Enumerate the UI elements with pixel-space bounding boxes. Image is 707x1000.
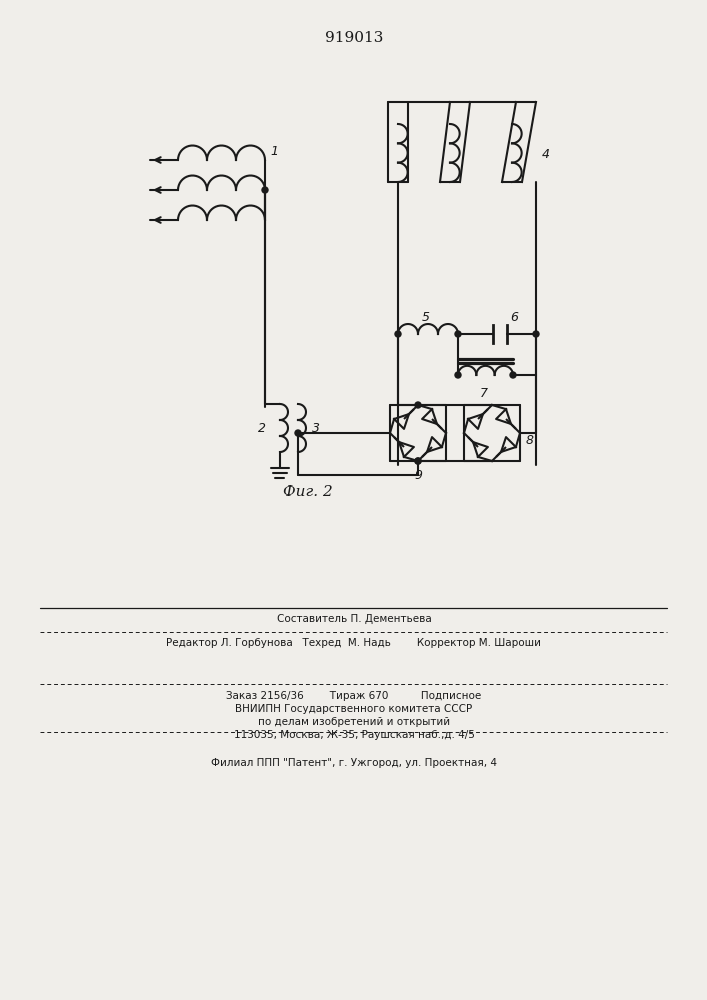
Circle shape bbox=[455, 331, 461, 337]
Text: Редактор Л. Горбунова   Техред  М. Надь        Корректор М. Шароши: Редактор Л. Горбунова Техред М. Надь Кор… bbox=[167, 638, 542, 648]
Text: 8: 8 bbox=[526, 434, 534, 448]
Text: 919013: 919013 bbox=[325, 31, 383, 45]
Text: Фиг. 2: Фиг. 2 bbox=[283, 485, 333, 499]
Circle shape bbox=[262, 187, 268, 193]
Circle shape bbox=[455, 372, 461, 378]
Text: 9: 9 bbox=[414, 469, 422, 482]
Text: по делам изобретений и открытий: по делам изобретений и открытий bbox=[258, 717, 450, 727]
Text: 4: 4 bbox=[542, 147, 550, 160]
Circle shape bbox=[510, 372, 516, 378]
Text: 3: 3 bbox=[312, 422, 320, 434]
Text: 5: 5 bbox=[422, 311, 430, 324]
Circle shape bbox=[415, 402, 421, 408]
Text: 113035, Москва, Ж-35, Раушская наб.,д. 4/5: 113035, Москва, Ж-35, Раушская наб.,д. 4… bbox=[233, 730, 474, 740]
Circle shape bbox=[415, 458, 421, 464]
Text: 1: 1 bbox=[270, 145, 278, 158]
Circle shape bbox=[415, 458, 421, 464]
Text: Составитель П. Дементьева: Составитель П. Дементьева bbox=[276, 614, 431, 624]
Circle shape bbox=[533, 331, 539, 337]
Text: Заказ 2156/36        Тираж 670          Подписное: Заказ 2156/36 Тираж 670 Подписное bbox=[226, 691, 481, 701]
Text: 6: 6 bbox=[510, 311, 518, 324]
Text: 7: 7 bbox=[480, 387, 488, 400]
Circle shape bbox=[295, 430, 301, 436]
Text: ВНИИПН Государственного комитета СССР: ВНИИПН Государственного комитета СССР bbox=[235, 704, 472, 714]
Circle shape bbox=[395, 331, 401, 337]
Text: 2: 2 bbox=[258, 422, 266, 434]
Text: Филиал ППП "Патент", г. Ужгород, ул. Проектная, 4: Филиал ППП "Патент", г. Ужгород, ул. Про… bbox=[211, 758, 497, 768]
